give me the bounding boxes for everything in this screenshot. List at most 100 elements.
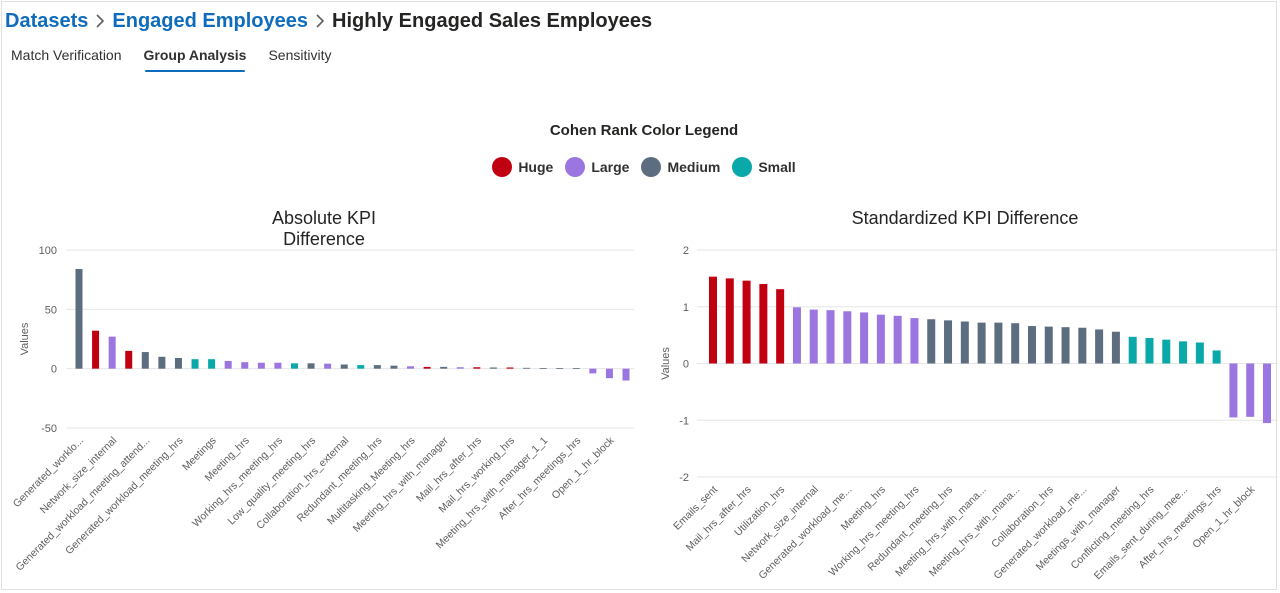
- bar: [589, 368, 597, 374]
- bar: [843, 311, 852, 364]
- tab-group-analysis[interactable]: Group Analysis: [133, 42, 258, 74]
- bar: [174, 357, 182, 369]
- y-tick-label: 100: [39, 245, 57, 257]
- legend-label-small: Small: [758, 159, 796, 175]
- bar: [977, 322, 986, 364]
- y-tick-label: 50: [45, 304, 57, 316]
- bar: [357, 365, 365, 369]
- bar: [776, 289, 785, 364]
- bar: [759, 284, 768, 364]
- bar: [489, 367, 497, 369]
- legend-swatch-large: [565, 157, 586, 177]
- bar: [108, 336, 116, 369]
- bar: [539, 368, 547, 369]
- bar: [1145, 337, 1154, 364]
- y-axis-label: Values: [660, 347, 672, 380]
- bar: [1027, 326, 1036, 364]
- bar: [1061, 327, 1070, 364]
- bar: [1179, 341, 1188, 364]
- legend-label-large: Large: [591, 159, 630, 175]
- bar: [1044, 326, 1053, 364]
- y-tick-label: -1: [679, 415, 689, 427]
- bar: [440, 366, 448, 369]
- standardized-kpi-difference-chart: -2-1012ValuesEmails_sentMail_hrs_after_h…: [660, 245, 1278, 582]
- bar: [1162, 339, 1171, 364]
- bar: [307, 363, 315, 369]
- y-tick-label: 0: [683, 359, 689, 371]
- bar: [709, 276, 717, 364]
- bar: [373, 365, 381, 369]
- bar: [324, 363, 332, 369]
- bar: [241, 362, 249, 369]
- bar: [1111, 331, 1120, 364]
- bar: [1195, 342, 1204, 364]
- bar: [572, 368, 580, 369]
- legend-item-huge: Huge: [492, 157, 553, 177]
- tab-sensitivity[interactable]: Sensitivity: [268, 47, 332, 63]
- breadcrumb-datasets-link[interactable]: Datasets: [5, 9, 89, 32]
- legend-item-large: Large: [565, 157, 629, 177]
- bar: [506, 367, 514, 369]
- cohen-rank-legend: Huge Large Medium Small: [0, 157, 1280, 177]
- breadcrumb-current-page: Highly Engaged Sales Employees: [332, 9, 653, 32]
- tab-list: Match Verification Group Analysis Sensit…: [0, 42, 342, 74]
- legend-title: Cohen Rank Color Legend: [549, 122, 739, 139]
- bar: [407, 366, 415, 369]
- y-tick-label: 1: [683, 302, 689, 314]
- y-tick-label: -50: [41, 423, 57, 435]
- legend-swatch-small: [732, 157, 753, 177]
- bar: [556, 368, 564, 369]
- bar: [792, 307, 801, 364]
- bar: [1011, 323, 1020, 364]
- bar: [725, 278, 734, 364]
- legend-item-small: Small: [732, 157, 796, 177]
- x-tick-label: Open_1_hr_block: [549, 434, 617, 502]
- x-tick-label: Collaboration_hrs: [989, 484, 1056, 551]
- absolute-kpi-difference-chart: -50050100ValuesGenerated_worklo...Networ…: [11, 245, 634, 574]
- bar: [191, 359, 199, 369]
- bar: [523, 367, 531, 369]
- bar: [893, 315, 902, 364]
- bar: [1095, 329, 1104, 364]
- y-tick-label: 2: [683, 245, 689, 257]
- chevron-right-icon: [308, 14, 332, 28]
- bar: [158, 356, 166, 369]
- bar: [860, 312, 869, 364]
- x-tick-label: Open_1_hr_block: [1190, 483, 1258, 551]
- chevron-right-icon: [88, 14, 112, 28]
- bar: [224, 360, 232, 369]
- x-tick-label: Generated_workload_meeting_attend...: [13, 435, 152, 574]
- bar: [390, 365, 398, 369]
- breadcrumb: Datasets Engaged Employees Highly Engage…: [5, 7, 652, 35]
- bar: [910, 318, 919, 364]
- bar: [742, 280, 751, 364]
- breadcrumb-engaged-employees-link[interactable]: Engaged Employees: [112, 9, 309, 32]
- bar: [605, 368, 613, 379]
- bar: [1246, 363, 1255, 417]
- bar: [92, 330, 100, 369]
- bar: [75, 268, 83, 369]
- bar: [622, 368, 630, 381]
- bar: [274, 362, 282, 369]
- standardized-kpi-chart-title: Standardized KPI Difference: [851, 208, 1079, 228]
- y-tick-label: 0: [51, 364, 57, 376]
- bar: [1078, 327, 1087, 364]
- bar: [1128, 336, 1137, 364]
- absolute-kpi-chart-title: Absolute KPI Difference: [271, 208, 377, 249]
- bar: [290, 363, 298, 369]
- legend-label-huge: Huge: [518, 159, 554, 175]
- legend-swatch-huge: [492, 157, 513, 177]
- legend-label-medium: Medium: [667, 159, 721, 175]
- y-tick-label: -2: [679, 472, 689, 484]
- bar: [473, 367, 481, 369]
- bar: [960, 321, 969, 364]
- y-axis-label: Values: [19, 322, 31, 355]
- bar: [994, 322, 1003, 364]
- bar: [809, 309, 818, 364]
- bar: [826, 310, 835, 364]
- legend-swatch-medium: [641, 157, 662, 177]
- bar: [1263, 363, 1271, 424]
- bar: [944, 320, 953, 364]
- tab-match-verification[interactable]: Match Verification: [11, 47, 122, 63]
